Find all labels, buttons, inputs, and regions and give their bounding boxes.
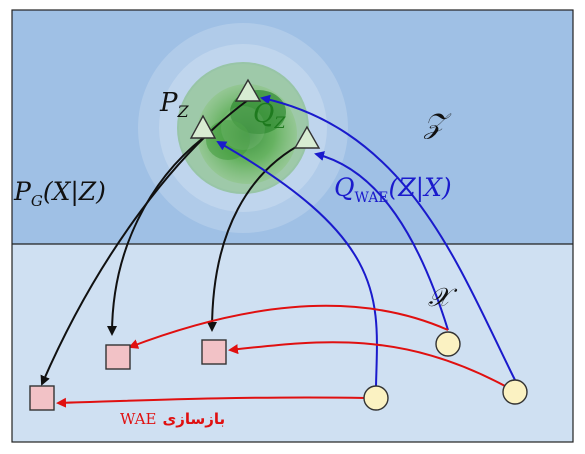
encoder-arrow-3 [314,151,449,331]
reconstruction-arrow-1 [128,304,449,349]
label-reconstruction: WAE بازسازی [120,410,225,428]
generator-arrow-2 [107,137,204,336]
reconstruction-arrow-3 [56,396,367,408]
generated-sample-3 [29,385,55,411]
diagram-border [11,9,574,443]
generator-arrow-1 [40,99,249,386]
data-point-2 [502,379,528,405]
encoder-arrow-1 [260,94,516,381]
label-encoder: QWAE(Z|X) [334,173,452,206]
label-q-z: QZ [253,99,286,132]
reconstruction-arrow-2 [228,341,506,387]
latent-point-1 [234,78,262,102]
generated-sample-2 [201,339,227,365]
generated-sample-1 [105,344,131,370]
data-point-3 [363,385,389,411]
encoder-arrow-2 [216,141,378,387]
latent-point-3 [293,125,321,149]
label-p-z: PZ [159,88,190,121]
data-point-1 [435,331,461,357]
latent-point-2 [189,114,217,139]
generator-arrow-3 [207,141,306,332]
label-generator: PG(X|Z) [13,177,106,210]
